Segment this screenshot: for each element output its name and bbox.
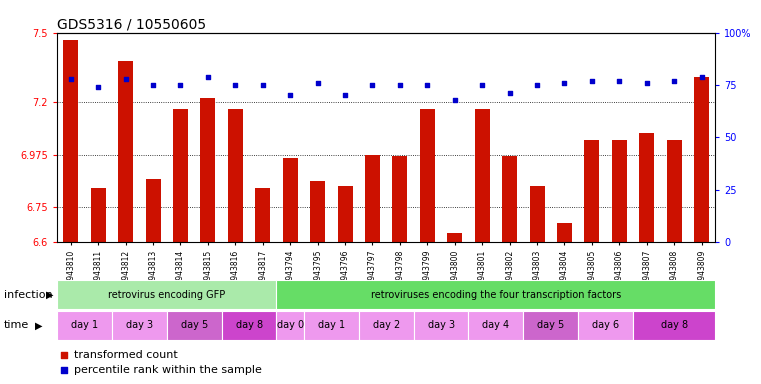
Bar	[502, 156, 517, 242]
Bar	[524, 311, 578, 340]
Point	[422, 82, 434, 88]
Point	[641, 80, 653, 86]
Point	[58, 352, 70, 358]
Bar	[584, 140, 600, 242]
Point	[284, 92, 296, 98]
Bar	[57, 311, 112, 340]
Text: day 8: day 8	[661, 320, 688, 331]
Bar	[338, 186, 352, 242]
Bar	[276, 280, 715, 309]
Point	[229, 82, 241, 88]
Bar	[447, 233, 463, 242]
Bar	[112, 311, 167, 340]
Point	[92, 84, 104, 90]
Bar	[173, 109, 188, 242]
Bar	[276, 311, 304, 340]
Text: GDS5316 / 10550605: GDS5316 / 10550605	[57, 18, 206, 31]
Bar	[612, 140, 627, 242]
Bar	[358, 311, 414, 340]
Text: day 5: day 5	[180, 320, 208, 331]
Text: retroviruses encoding the four transcription factors: retroviruses encoding the four transcrip…	[371, 290, 621, 300]
Point	[668, 78, 680, 84]
Bar	[633, 311, 715, 340]
Bar	[200, 98, 215, 242]
Text: percentile rank within the sample: percentile rank within the sample	[74, 366, 262, 376]
Text: day 1: day 1	[71, 320, 98, 331]
Text: day 1: day 1	[318, 320, 345, 331]
Bar	[255, 189, 270, 242]
Bar	[694, 77, 709, 242]
Point	[311, 80, 323, 86]
Point	[65, 76, 77, 82]
Text: day 4: day 4	[482, 320, 509, 331]
Bar	[578, 311, 633, 340]
Text: ▶: ▶	[35, 320, 43, 331]
Point	[256, 82, 269, 88]
Bar	[530, 186, 545, 242]
Bar	[63, 40, 78, 242]
Point	[696, 73, 708, 79]
Point	[449, 96, 461, 103]
Point	[586, 78, 598, 84]
Text: day 0: day 0	[277, 320, 304, 331]
Point	[174, 82, 186, 88]
Bar	[667, 140, 682, 242]
Bar	[365, 155, 380, 242]
Bar	[469, 311, 524, 340]
Point	[58, 367, 70, 374]
Text: transformed count: transformed count	[74, 350, 177, 360]
Text: day 6: day 6	[592, 320, 619, 331]
Text: infection: infection	[4, 290, 53, 300]
Text: day 8: day 8	[235, 320, 263, 331]
Bar	[282, 158, 298, 242]
Bar	[118, 61, 133, 242]
Point	[202, 73, 214, 79]
Text: day 3: day 3	[126, 320, 153, 331]
Bar	[475, 109, 490, 242]
Point	[339, 92, 351, 98]
Text: ▶: ▶	[46, 290, 54, 300]
Point	[394, 82, 406, 88]
Bar	[228, 109, 243, 242]
Bar	[310, 182, 325, 242]
Bar	[639, 132, 654, 242]
Point	[613, 78, 626, 84]
Point	[559, 80, 571, 86]
Bar	[393, 156, 407, 242]
Bar	[304, 311, 358, 340]
Point	[366, 82, 378, 88]
Point	[147, 82, 159, 88]
Point	[476, 82, 489, 88]
Bar	[420, 109, 435, 242]
Bar	[167, 311, 221, 340]
Text: day 3: day 3	[428, 320, 454, 331]
Text: day 5: day 5	[537, 320, 565, 331]
Point	[531, 82, 543, 88]
Bar	[414, 311, 469, 340]
Point	[119, 76, 132, 82]
Text: day 2: day 2	[373, 320, 400, 331]
Bar	[57, 280, 276, 309]
Point	[504, 90, 516, 96]
Text: time: time	[4, 320, 29, 331]
Bar	[145, 179, 161, 242]
Bar	[91, 189, 106, 242]
Text: retrovirus encoding GFP: retrovirus encoding GFP	[108, 290, 225, 300]
Bar	[221, 311, 276, 340]
Bar	[557, 223, 572, 242]
